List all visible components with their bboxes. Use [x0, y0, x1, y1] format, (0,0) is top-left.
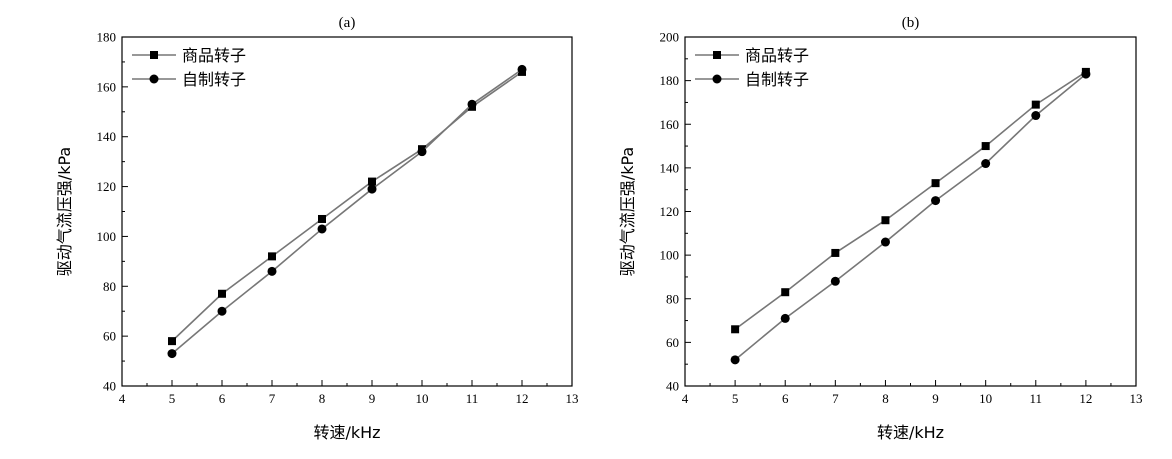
y-tick-label: 40	[103, 379, 116, 394]
data-point-circle	[931, 196, 941, 206]
x-tick-label: 10	[416, 391, 429, 406]
y-tick-label: 120	[660, 204, 680, 219]
y-tick-label: 200	[660, 30, 680, 45]
y-tick-label: 120	[97, 179, 117, 194]
y-tick-label: 140	[97, 129, 117, 144]
data-point-circle	[267, 266, 277, 276]
chart-panel-b: (b) 4 5 6 7 8 9 10 11 12 13 40 60 80 100 120 140 160 180 20…	[618, 15, 1143, 442]
data-point-square	[781, 288, 790, 297]
data-point-square	[1031, 100, 1040, 109]
x-tick-label: 9	[369, 391, 376, 406]
data-point-circle	[217, 306, 227, 316]
x-tick-label: 6	[782, 391, 789, 406]
x-tick-label: 12	[1079, 391, 1092, 406]
x-tick-label: 8	[319, 391, 326, 406]
data-point-square	[368, 177, 376, 186]
legend-label: 商品转子	[745, 46, 809, 65]
data-point-circle	[730, 355, 740, 365]
y-tick-label: 180	[97, 30, 117, 45]
y-tick-label: 100	[660, 248, 680, 263]
series-line	[171, 68, 523, 355]
data-point-circle	[780, 313, 790, 323]
series-homemade-rotor	[730, 69, 1091, 365]
data-point-circle	[981, 159, 991, 169]
x-axis-title: 转速/kHz	[877, 423, 944, 442]
data-point-square	[218, 289, 226, 298]
data-point-circle	[517, 64, 527, 74]
legend-circle-marker	[712, 74, 722, 84]
x-tick-label: 4	[119, 391, 126, 406]
panel-title: (a)	[339, 15, 356, 31]
y-tick-label: 160	[97, 79, 117, 94]
data-point-square	[168, 337, 176, 346]
y-tick-label: 60	[103, 329, 116, 344]
data-point-circle	[1031, 111, 1041, 121]
x-tick-label: 13	[1130, 391, 1143, 406]
x-tick-label: 10	[979, 391, 992, 406]
x-tick-label: 8	[882, 391, 889, 406]
data-point-circle	[367, 184, 377, 194]
series-line	[734, 73, 1087, 361]
y-axis-title: 驱动气流压强/kPa	[55, 147, 74, 276]
x-tick-label: 5	[169, 391, 176, 406]
data-point-circle	[880, 237, 890, 247]
x-tick-label: 6	[219, 391, 226, 406]
x-tick-label: 4	[682, 391, 689, 406]
plot-frame	[121, 36, 573, 387]
data-point-square	[318, 214, 326, 223]
x-axis-title: 转速/kHz	[313, 423, 380, 442]
data-point-square	[981, 142, 990, 151]
data-point-circle	[1081, 69, 1091, 79]
series-line	[734, 71, 1087, 330]
legend-square-marker	[150, 51, 158, 59]
y-tick-label: 100	[97, 229, 117, 244]
series-commercial-rotor	[168, 67, 526, 346]
x-tick-label: 7	[832, 391, 839, 406]
x-tick-label: 9	[932, 391, 939, 406]
y-tick-label: 40	[666, 379, 679, 394]
data-point-square	[931, 179, 940, 188]
x-tick-label: 12	[516, 391, 529, 406]
panel-title: (b)	[902, 15, 920, 31]
y-tick-label: 140	[660, 160, 680, 175]
y-tick-label: 60	[666, 335, 679, 350]
legend-label: 自制转子	[745, 70, 809, 89]
series-homemade-rotor	[167, 64, 527, 359]
data-point-square	[831, 248, 840, 257]
data-point-square	[881, 216, 890, 225]
x-tick-label: 11	[466, 391, 479, 406]
series-commercial-rotor	[731, 67, 1090, 334]
x-tick-label: 11	[1030, 391, 1043, 406]
y-tick-label: 80	[103, 279, 116, 294]
x-tick-label: 13	[566, 391, 579, 406]
y-tick-label: 80	[666, 291, 679, 306]
x-tick-label: 5	[732, 391, 739, 406]
data-point-square	[268, 252, 276, 261]
data-point-circle	[830, 276, 840, 286]
data-point-circle	[167, 349, 177, 359]
data-point-circle	[417, 147, 427, 157]
y-tick-label: 160	[660, 117, 680, 132]
chart-panel-a: (a) 4 5 6 7 8 9 10 11 12 13 40 60 80 100 120 140 160 180 转速…	[55, 15, 579, 442]
legend-label: 自制转子	[182, 70, 246, 89]
data-point-square	[731, 325, 740, 334]
y-tick-label: 180	[660, 73, 680, 88]
legend-label: 商品转子	[182, 46, 246, 65]
series-line	[171, 71, 523, 342]
x-tick-label: 7	[269, 391, 276, 406]
y-axis-title: 驱动气流压强/kPa	[618, 147, 637, 276]
legend-square-marker	[713, 51, 721, 59]
legend-circle-marker	[149, 74, 159, 84]
data-point-circle	[317, 224, 327, 234]
data-point-circle	[467, 99, 477, 109]
